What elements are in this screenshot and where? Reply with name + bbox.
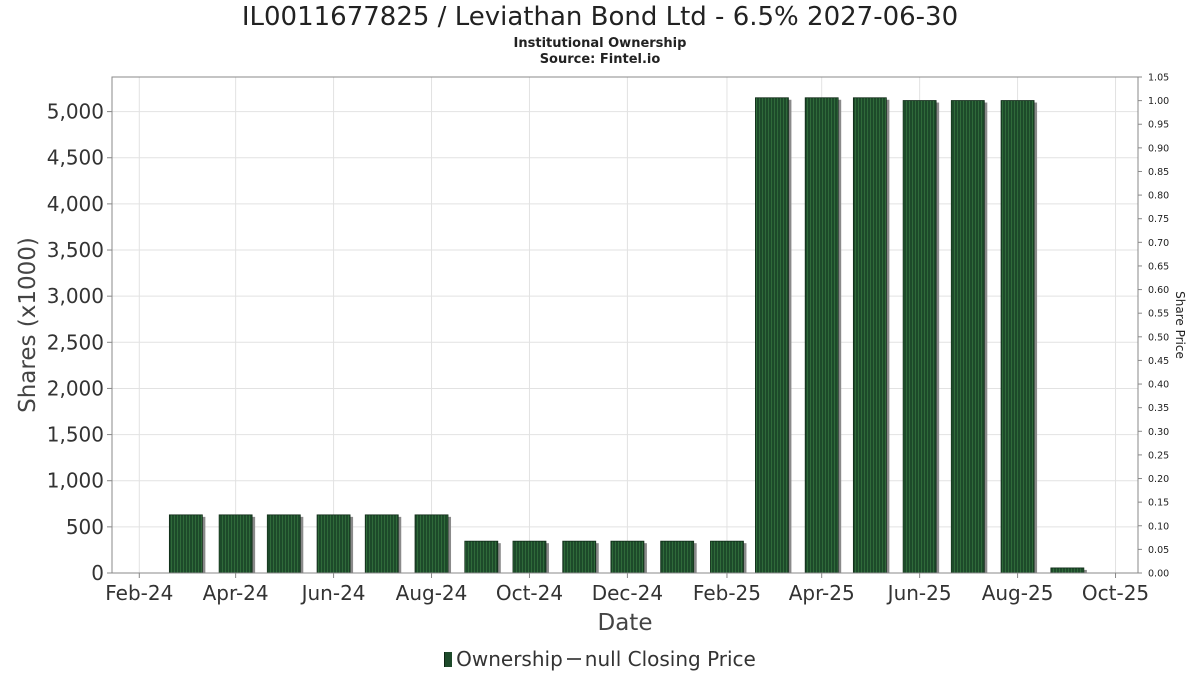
- y-tick-label: 4,500: [47, 146, 104, 170]
- y-tick-label: 2,500: [47, 330, 104, 354]
- ownership-bar: [414, 514, 449, 574]
- ownership-bar: [660, 540, 695, 574]
- chart-title: IL0011677825 / Leviathan Bond Ltd - 6.5%…: [241, 2, 959, 32]
- ownership-bar: [1050, 567, 1085, 574]
- x-tick-label: Dec-24: [592, 581, 663, 605]
- y2-axis-title: Share Price: [1173, 291, 1187, 359]
- y-axis-title: Shares (x1000): [15, 237, 41, 413]
- ownership-bar: [710, 540, 744, 574]
- ownership-legend-label: Ownership: [456, 647, 563, 671]
- y2-tick-label: 0.05: [1148, 545, 1169, 556]
- y-tick-label: 2,000: [47, 376, 104, 400]
- y2-tick-label: 0.80: [1148, 191, 1169, 202]
- ownership-legend-swatch: [444, 652, 453, 667]
- y2-tick-label: 0.70: [1148, 238, 1169, 249]
- ownership-bar: [950, 100, 985, 574]
- x-axis-title: Date: [598, 610, 653, 636]
- y-tick-label: 3,000: [47, 284, 104, 308]
- y-tick-label: 5,000: [47, 100, 104, 124]
- ownership-bar: [266, 514, 301, 574]
- x-tick-label: Oct-25: [1082, 581, 1149, 605]
- x-tick-label: Jun-24: [300, 581, 366, 605]
- y2-tick-label: 0.85: [1148, 167, 1169, 178]
- y-tick-label: 1,500: [47, 423, 104, 447]
- ownership-bar: [804, 97, 839, 574]
- chart-source: Source: Fintel.io: [539, 52, 661, 67]
- ownership-bar: [610, 540, 645, 574]
- x-tick-label: Apr-25: [789, 581, 855, 605]
- ownership-bar: [755, 97, 789, 574]
- y2-tick-label: 0.90: [1148, 143, 1169, 154]
- y2-tick-label: 0.75: [1148, 214, 1169, 225]
- x-tick-label: Aug-25: [982, 581, 1054, 605]
- price-legend-label: null Closing Price: [584, 647, 756, 671]
- x-tick-label: Feb-25: [693, 581, 761, 605]
- ownership-bar: [316, 514, 351, 574]
- y2-tick-label: 0.10: [1148, 521, 1169, 532]
- y2-tick-label: 0.00: [1148, 569, 1169, 580]
- y2-tick-label: 1.00: [1148, 96, 1169, 107]
- ownership-bar: [464, 540, 499, 574]
- x-tick-label: Oct-24: [496, 581, 563, 605]
- y-tick-label: 500: [66, 515, 104, 539]
- y2-tick-label: 0.55: [1148, 309, 1169, 320]
- y-tick-label: 3,500: [47, 238, 104, 262]
- y-tick-label: 4,000: [47, 192, 104, 216]
- y-tick-label: 1,000: [47, 469, 104, 493]
- chart-subtitle: Institutional Ownership: [513, 36, 687, 51]
- x-tick-label: Jun-25: [886, 581, 952, 605]
- x-tick-label: Feb-24: [105, 581, 173, 605]
- ownership-bar: [512, 540, 547, 574]
- y2-tick-label: 0.30: [1148, 427, 1169, 438]
- x-tick-label: Apr-24: [203, 581, 269, 605]
- y2-tick-label: 0.15: [1148, 498, 1169, 509]
- y2-tick-label: 0.25: [1148, 450, 1169, 461]
- y2-tick-label: 0.60: [1148, 285, 1169, 296]
- ownership-bar: [852, 97, 887, 574]
- y2-tick-label: 0.65: [1148, 261, 1169, 272]
- y-tick-label: 0: [91, 561, 104, 585]
- y2-tick-label: 0.35: [1148, 403, 1169, 414]
- ownership-bar: [168, 514, 203, 574]
- ownership-bar: [902, 100, 937, 574]
- y2-tick-label: 0.40: [1148, 380, 1169, 391]
- ownership-bar: [562, 540, 597, 574]
- ownership-bar: [1000, 100, 1035, 574]
- x-tick-label: Aug-24: [396, 581, 468, 605]
- plot-border: [111, 76, 1139, 574]
- y2-tick-label: 1.05: [1148, 73, 1169, 84]
- y2-tick-label: 0.50: [1148, 332, 1169, 343]
- y2-tick-label: 0.20: [1148, 474, 1169, 485]
- chart-legend: Ownership null Closing Price: [0, 647, 1200, 671]
- price-legend-line: [566, 658, 581, 660]
- y2-tick-label: 0.95: [1148, 120, 1169, 131]
- y2-tick-label: 0.45: [1148, 356, 1169, 367]
- ownership-bar: [218, 514, 253, 574]
- ownership-bar: [364, 514, 399, 574]
